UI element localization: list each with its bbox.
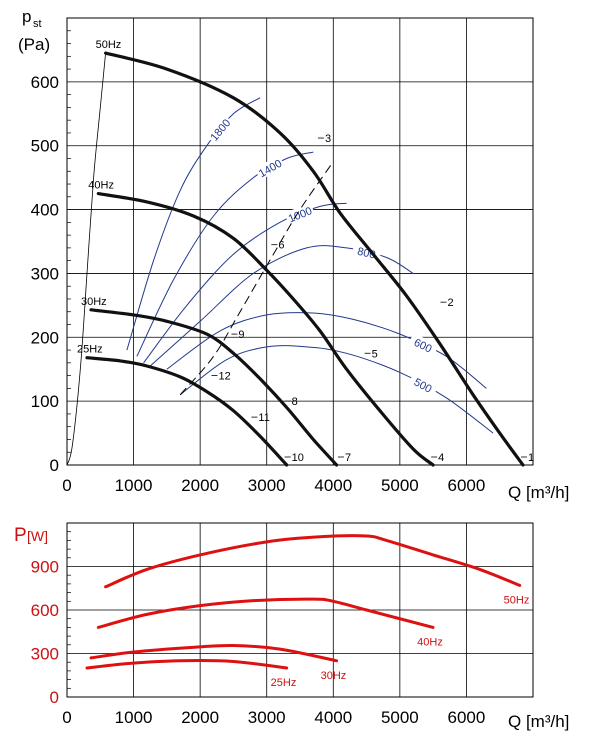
lower-y-tick-label: 900 (31, 558, 59, 577)
upper-x-tick-label: 2000 (181, 476, 219, 495)
upper-y-tick-label: 100 (31, 392, 59, 411)
lower-y-label-main: P (14, 525, 27, 546)
point-label: 3 (325, 133, 331, 145)
upper-y-tick-label: 500 (31, 137, 59, 156)
lower-x-tick-label: 0 (62, 708, 71, 727)
upper-y-tick-label: 600 (31, 73, 59, 92)
lower-y-tick-label: 600 (31, 601, 59, 620)
upper-y-ticks: 0 100 200 300 400 500 600 (31, 73, 59, 475)
lower-x-ticks: 0 1000 2000 3000 4000 5000 6000 (62, 708, 485, 727)
iso-label-bg (284, 202, 316, 226)
point-label: 7 (345, 452, 351, 464)
power-curve-label: 40Hz (417, 636, 443, 648)
point-label: 11 (258, 412, 269, 424)
point-label: 5 (372, 348, 378, 360)
power-curve-30Hz (89, 643, 339, 663)
upper-x-label: Q [m³/h] (508, 483, 569, 502)
iso-label-bg (205, 114, 234, 145)
lower-frame-rect (66, 522, 534, 698)
lower-x-label: Q [m³/h] (508, 712, 569, 731)
power-curve-label: 50Hz (504, 594, 530, 606)
point-label: 6 (278, 240, 284, 252)
point-label: 2 (447, 297, 453, 309)
system-curve-dashed (179, 161, 334, 396)
power-curve-50Hz (104, 534, 522, 589)
power-curve-25Hz (85, 659, 289, 670)
point-label: 12 (218, 371, 230, 383)
upper-x-ticks: 0 1000 2000 3000 4000 5000 6000 (62, 476, 485, 495)
iso-curve-label: 1400 (257, 158, 284, 181)
power-series: 50Hz 40Hz 30Hz 25Hz (85, 534, 530, 689)
fan-curve-label: 30Hz (81, 296, 107, 308)
upper-frame (66, 17, 534, 466)
lower-x-tick-label: 3000 (248, 708, 286, 727)
lower-grid (67, 523, 533, 697)
iso-label-bg (254, 155, 286, 181)
fan-curve-label: 25Hz (77, 344, 103, 356)
lower-frame (66, 522, 534, 698)
point-label: 1 (528, 452, 534, 464)
lower-x-tick-label: 4000 (314, 708, 352, 727)
point-label: 10 (292, 452, 304, 464)
lower-y-ticks: 0 300 600 900 (31, 558, 59, 708)
power-curve-label: 30Hz (321, 670, 347, 682)
iso-label-bg (407, 332, 439, 357)
upper-x-tick-label: 5000 (381, 476, 419, 495)
lower-chart: 0 300 600 900 0 1000 2000 3000 4000 5000 6000 50H… (14, 522, 569, 731)
upper-x-tick-label: 1000 (115, 476, 153, 495)
upper-chart: 0 100 200 300 400 500 600 0 1000 2000 3000 4000 500… (18, 7, 569, 502)
fan-curve-label: 40Hz (88, 180, 114, 192)
upper-x-tick-label: 0 (62, 476, 71, 495)
iso-curve-label: 1000 (287, 205, 314, 225)
upper-y-tick-label: 0 (50, 456, 59, 475)
upper-y-tick-label: 300 (31, 264, 59, 283)
upper-grid (67, 18, 533, 465)
lower-x-tick-label: 6000 (448, 708, 486, 727)
upper-frame-rect (66, 17, 534, 466)
fan-curve-25Hz (85, 356, 289, 467)
lower-x-tick-label: 2000 (181, 708, 219, 727)
fan-curve-50Hz (104, 51, 525, 467)
iso-curve-500 (179, 345, 494, 434)
fan-curve-30Hz (89, 308, 339, 467)
iso-curve-800 (149, 245, 414, 367)
fan-curve-40Hz (96, 192, 435, 467)
upper-y-label-unit: (Pa) (18, 35, 50, 54)
upper-x-tick-label: 3000 (248, 476, 286, 495)
iso-curve-1800 (126, 97, 261, 351)
point-label: 9 (238, 329, 244, 341)
point-label: 8 (292, 396, 298, 408)
upper-x-tick-label: 6000 (448, 476, 486, 495)
lower-x-tick-label: 5000 (381, 708, 419, 727)
iso-curve-1000 (143, 202, 347, 364)
power-curve-label: 25Hz (271, 677, 297, 689)
upper-y-label-sub: st (33, 18, 42, 30)
upper-y-tick-label: 200 (31, 328, 59, 347)
system-curve-left (66, 53, 106, 466)
power-curve-40Hz (96, 597, 435, 629)
fan-curves: 50Hz 40Hz 30Hz 25Hz (77, 39, 525, 467)
system-curves (66, 53, 334, 466)
iso-curve-1400 (136, 151, 314, 357)
point-label: 4 (438, 452, 444, 464)
lower-y-tick-label: 0 (50, 688, 59, 707)
fan-curve-label: 50Hz (96, 39, 122, 51)
upper-y-label-main: p (22, 7, 31, 26)
iso-curve-600 (166, 312, 487, 389)
lower-y-label-unit: [W] (27, 528, 48, 544)
lower-y-tick-label: 300 (31, 645, 59, 664)
upper-x-tick-label: 4000 (314, 476, 352, 495)
upper-y-tick-label: 400 (31, 201, 59, 220)
iso-label-bg (407, 372, 439, 398)
lower-x-tick-label: 1000 (115, 708, 153, 727)
